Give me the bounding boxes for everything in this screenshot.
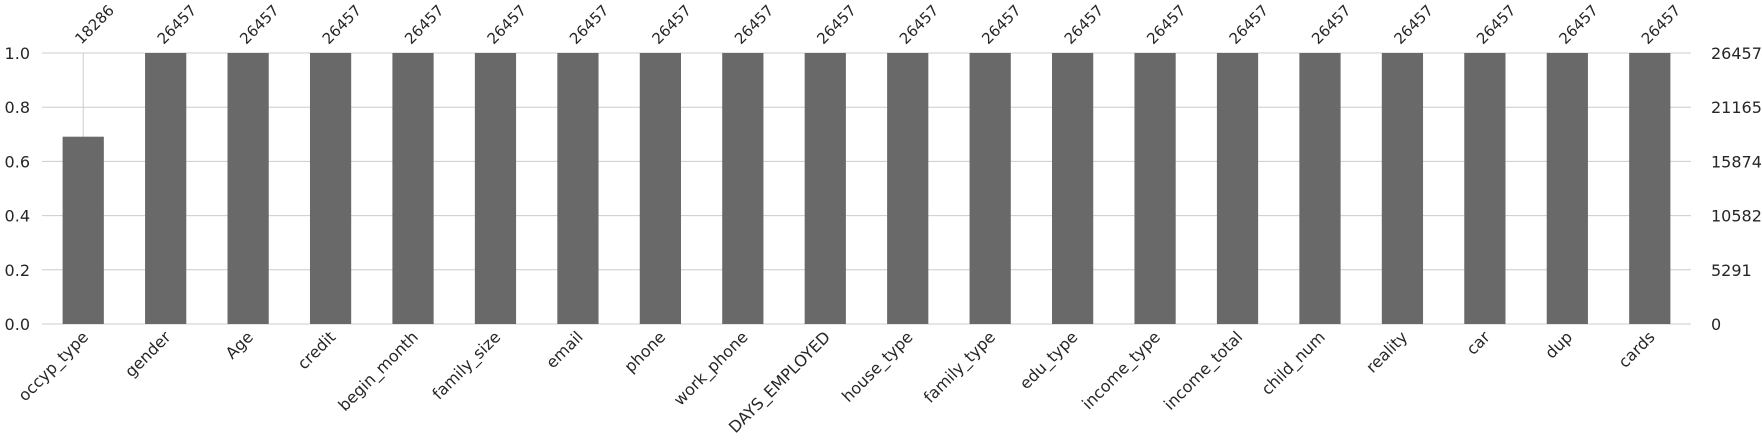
bar	[227, 53, 269, 324]
left-tick-label: 0.4	[5, 207, 30, 226]
category-label: work_phone	[670, 327, 753, 410]
bar	[309, 53, 352, 324]
category-label: begin_month	[334, 327, 422, 415]
left-tick-label: 0.6	[5, 152, 30, 171]
category-label: edu_type	[1016, 327, 1082, 393]
bar	[639, 53, 681, 324]
bar	[1216, 53, 1259, 324]
bar	[1629, 53, 1671, 324]
category-label: Age	[222, 327, 257, 362]
bar	[1052, 53, 1094, 324]
count-label: 26457	[813, 1, 859, 47]
right-tick-label: 5291	[1711, 261, 1752, 280]
count-label: 26457	[1061, 1, 1107, 47]
left-tick-label: 1.0	[5, 44, 30, 63]
right-tick-label: 26457	[1711, 44, 1762, 63]
category-label: reality	[1362, 327, 1411, 376]
bar	[1299, 53, 1341, 324]
bar	[392, 53, 434, 324]
category-label: family_size	[428, 327, 505, 404]
bar	[474, 53, 517, 324]
count-label: 26457	[1143, 1, 1189, 47]
category-label: family_type	[920, 327, 1000, 407]
count-label: 26457	[154, 1, 200, 47]
count-label: 26457	[648, 1, 694, 47]
bar	[1381, 53, 1424, 324]
category-label: dup	[1541, 327, 1576, 362]
count-label: 26457	[1391, 1, 1437, 47]
bar	[722, 53, 764, 324]
count-label: 26457	[1308, 1, 1354, 47]
category-label: occyp_type	[14, 327, 92, 405]
left-tick-label: 0.0	[5, 315, 30, 334]
left-tick-label: 0.8	[5, 98, 30, 117]
right-tick-label: 15874	[1711, 152, 1762, 171]
count-label: 26457	[484, 1, 530, 47]
bar	[1464, 53, 1506, 324]
category-label: child_num	[1257, 327, 1329, 399]
grid-layer	[42, 52, 1691, 325]
count-label: 18286	[71, 1, 117, 47]
left-tick-label: 0.2	[5, 261, 30, 280]
category-label: gender	[121, 327, 175, 381]
bar	[1546, 53, 1588, 324]
right-tick-label: 21165	[1711, 98, 1762, 117]
bar-layer	[62, 53, 1671, 324]
category-label: car	[1462, 327, 1494, 359]
count-label: 26457	[236, 1, 282, 47]
count-label: 26457	[401, 1, 447, 47]
count-label: 26457	[566, 1, 612, 47]
category-label: credit	[294, 327, 340, 373]
count-label: 26457	[896, 1, 942, 47]
category-label: house_type	[838, 327, 917, 406]
category-label: income_total	[1160, 327, 1247, 414]
bar	[145, 53, 187, 324]
bar	[557, 53, 599, 324]
bar	[62, 136, 104, 324]
right-tick-label: 10582	[1711, 207, 1762, 226]
count-label: 26457	[978, 1, 1024, 47]
count-label: 26457	[1555, 1, 1601, 47]
right-tick-label: 0	[1711, 315, 1721, 334]
bar	[1134, 53, 1176, 324]
count-label: 26457	[731, 1, 777, 47]
count-label: 26457	[319, 1, 365, 47]
bar	[804, 53, 846, 324]
category-label: email	[542, 327, 587, 372]
bar	[969, 53, 1011, 324]
count-labels: 18286 26457 26457 26457 26457 26457 26457 26457…	[71, 1, 1684, 47]
bar	[887, 53, 929, 324]
category-label: phone	[620, 327, 669, 376]
count-label: 26457	[1226, 1, 1272, 47]
count-label: 26457	[1638, 1, 1684, 47]
left-y-axis: 0.0 0.2 0.4 0.6 0.8 1.0	[5, 44, 30, 334]
count-label: 26457	[1473, 1, 1519, 47]
category-label: income_type	[1078, 327, 1165, 414]
category-label: cards	[1614, 327, 1658, 371]
right-y-axis: 0 5291 10582 15874 21165 26457	[1711, 44, 1762, 334]
